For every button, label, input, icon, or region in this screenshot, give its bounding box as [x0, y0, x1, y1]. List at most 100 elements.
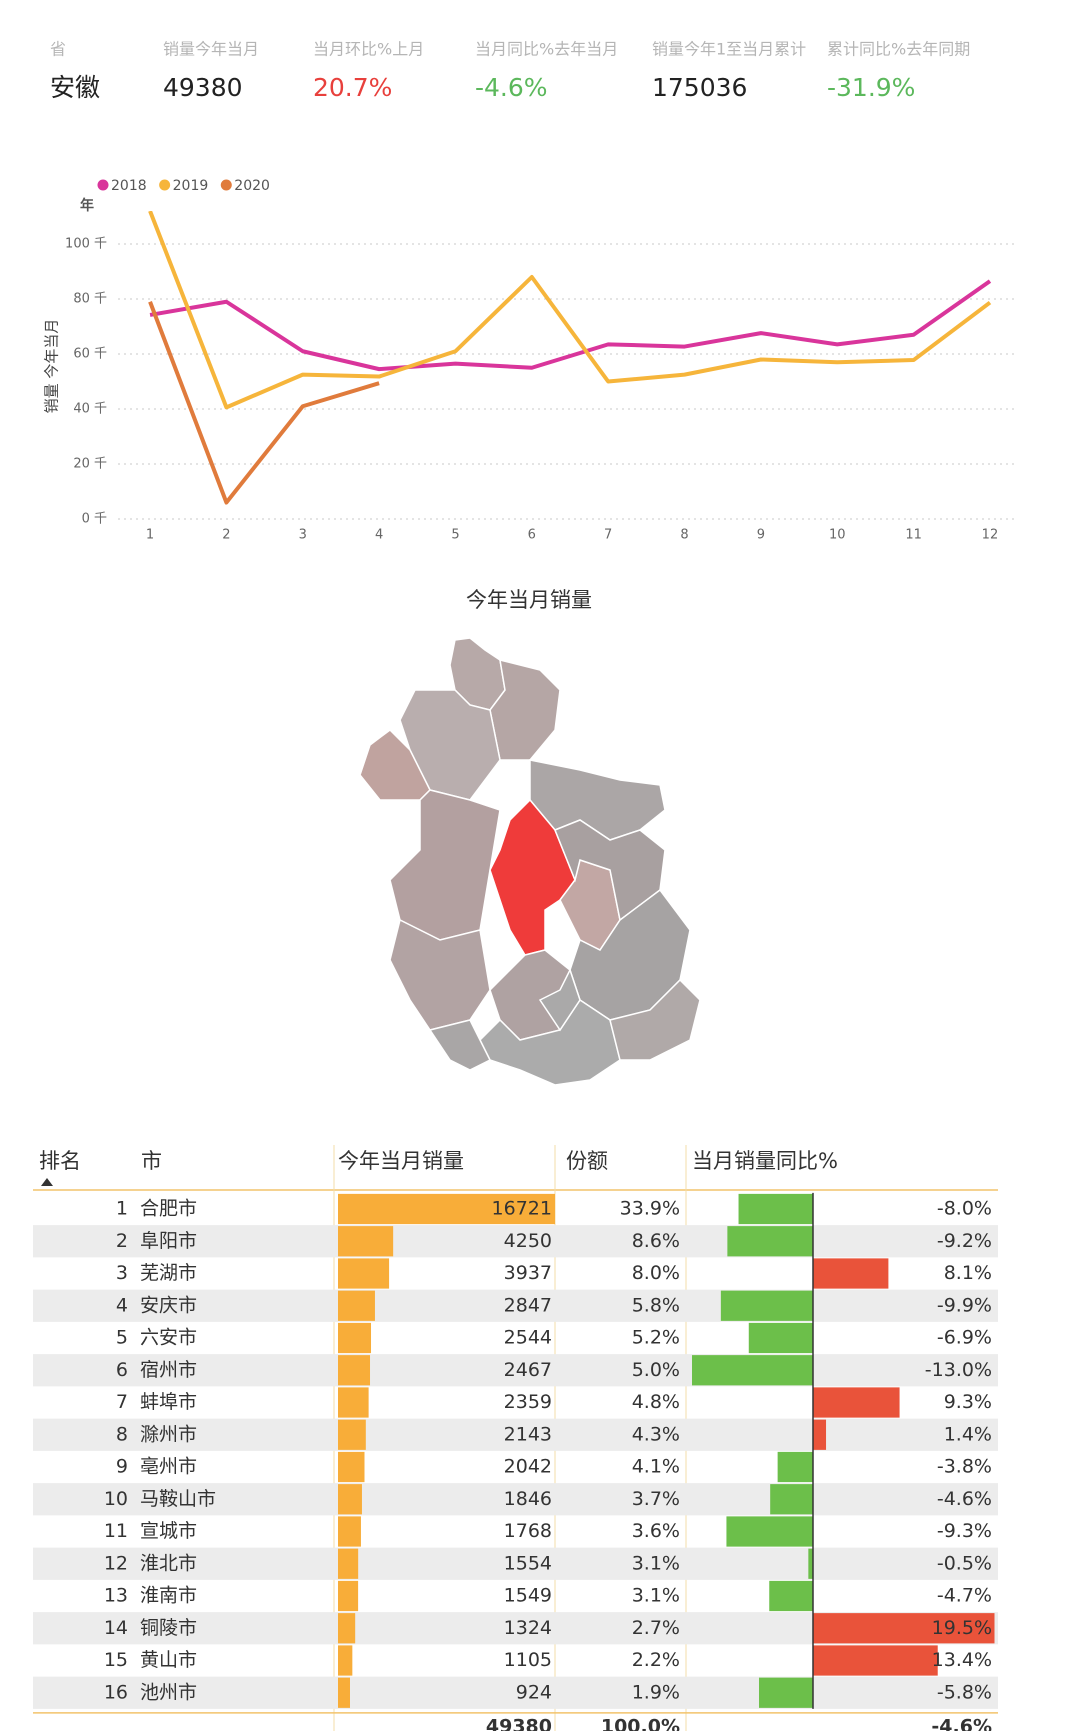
- map-title: 今年当月销量: [466, 588, 592, 612]
- x-tick-label: 6: [528, 528, 536, 543]
- yoy-bar: [808, 1548, 813, 1579]
- yoy-label: -13.0%: [925, 1359, 992, 1381]
- city: 黄山市: [140, 1649, 197, 1671]
- kpi-value: -4.6%: [475, 73, 548, 102]
- row-band: [33, 1547, 998, 1580]
- sales: 2467: [504, 1359, 552, 1381]
- sales: 2359: [504, 1391, 552, 1413]
- total-yoy: -4.6%: [931, 1716, 992, 1731]
- sales-bar: [338, 1387, 369, 1418]
- x-tick-label: 7: [604, 528, 612, 543]
- yoy-bar: [720, 1290, 813, 1321]
- share: 1.9%: [632, 1681, 680, 1703]
- yoy-bar: [769, 1580, 813, 1612]
- sales: 2143: [504, 1423, 552, 1445]
- share: 5.8%: [632, 1294, 680, 1316]
- series-line: [149, 279, 992, 372]
- sales: 1554: [504, 1552, 552, 1574]
- yoy-bar: [759, 1677, 813, 1708]
- x-tick-label: 9: [757, 528, 765, 543]
- sales: 2847: [504, 1294, 552, 1316]
- yoy-label: -9.3%: [937, 1520, 992, 1542]
- kpi-value: 49380: [163, 73, 243, 102]
- kpi-label: 销量今年1至当月累计: [652, 40, 806, 59]
- yoy-label: 1.4%: [944, 1423, 992, 1445]
- share: 2.7%: [632, 1617, 680, 1639]
- y-tick-label: 40 千: [73, 402, 107, 417]
- share: 5.0%: [632, 1359, 680, 1381]
- sales: 1105: [504, 1649, 552, 1671]
- yoy-label: 8.1%: [944, 1262, 992, 1284]
- x-tick-label: 5: [451, 528, 459, 543]
- legend-label: 2018: [111, 178, 147, 194]
- legend-title: 年: [80, 197, 94, 214]
- yoy-bar: [813, 1613, 995, 1644]
- share: 3.1%: [632, 1585, 680, 1607]
- sales-bar: [338, 1516, 361, 1547]
- y-tick-label: 0 千: [82, 512, 107, 527]
- yoy-label: -0.5%: [937, 1552, 992, 1574]
- map-region: [428, 1019, 492, 1071]
- yoy-bar: [777, 1451, 813, 1483]
- yoy-bar: [770, 1484, 813, 1515]
- yoy-bar: [813, 1258, 889, 1289]
- share: 4.1%: [632, 1456, 680, 1478]
- yoy-bar: [738, 1193, 813, 1225]
- map-region: [399, 689, 501, 801]
- kpi-label: 当月同比%去年当月: [475, 40, 618, 59]
- rank: 9: [116, 1456, 128, 1478]
- sales: 16721: [492, 1198, 552, 1220]
- x-tick-label: 8: [680, 528, 688, 543]
- kpi-label: 当月环比%上月: [313, 40, 424, 59]
- x-tick-label: 12: [982, 528, 999, 543]
- yoy-bar: [813, 1645, 938, 1676]
- yoy-label: -3.8%: [937, 1456, 992, 1478]
- sales: 2544: [504, 1327, 552, 1349]
- x-tick-label: 3: [299, 528, 307, 543]
- rank: 8: [116, 1423, 128, 1445]
- share: 3.7%: [632, 1488, 680, 1510]
- share: 4.3%: [632, 1423, 680, 1445]
- legend-marker: [97, 179, 109, 191]
- city: 滁州市: [140, 1423, 197, 1445]
- rank: 10: [104, 1488, 128, 1510]
- map-region: [359, 729, 431, 801]
- rank: 11: [104, 1520, 128, 1542]
- sales: 924: [516, 1681, 552, 1703]
- city: 亳州市: [140, 1456, 197, 1478]
- rank: 5: [116, 1327, 128, 1349]
- y-tick-label: 100 千: [65, 237, 107, 252]
- yoy-bar: [813, 1387, 900, 1418]
- share: 4.8%: [632, 1391, 680, 1413]
- series-line: [148, 211, 992, 410]
- row-band: [33, 1418, 998, 1451]
- city: 淮北市: [140, 1552, 197, 1574]
- series-line: [148, 301, 380, 505]
- legend-label: 2020: [234, 178, 270, 194]
- legend-label: 2019: [173, 178, 209, 194]
- column-header: 市: [141, 1149, 162, 1173]
- row-band: [33, 1483, 998, 1516]
- x-tick-label: 11: [905, 528, 922, 543]
- yoy-bar: [727, 1226, 813, 1257]
- sales-bar: [338, 1645, 353, 1676]
- yoy-bar: [692, 1355, 813, 1386]
- share: 2.2%: [632, 1649, 680, 1671]
- city: 宣城市: [140, 1520, 197, 1542]
- sales-bar: [338, 1226, 394, 1257]
- sales: 1549: [504, 1585, 552, 1607]
- share: 5.2%: [632, 1327, 680, 1349]
- rank: 12: [104, 1552, 128, 1574]
- legend-marker: [220, 179, 232, 191]
- rank: 16: [104, 1681, 128, 1703]
- yoy-label: -8.0%: [937, 1198, 992, 1220]
- rank: 6: [116, 1359, 128, 1381]
- map-region: [538, 968, 581, 1032]
- sales-bar: [338, 1613, 356, 1644]
- city: 宿州市: [140, 1359, 197, 1381]
- row-band: [33, 1289, 998, 1322]
- city: 铜陵市: [140, 1617, 197, 1639]
- share: 8.6%: [632, 1230, 680, 1252]
- sales: 1846: [504, 1488, 552, 1510]
- city: 淮南市: [140, 1585, 197, 1607]
